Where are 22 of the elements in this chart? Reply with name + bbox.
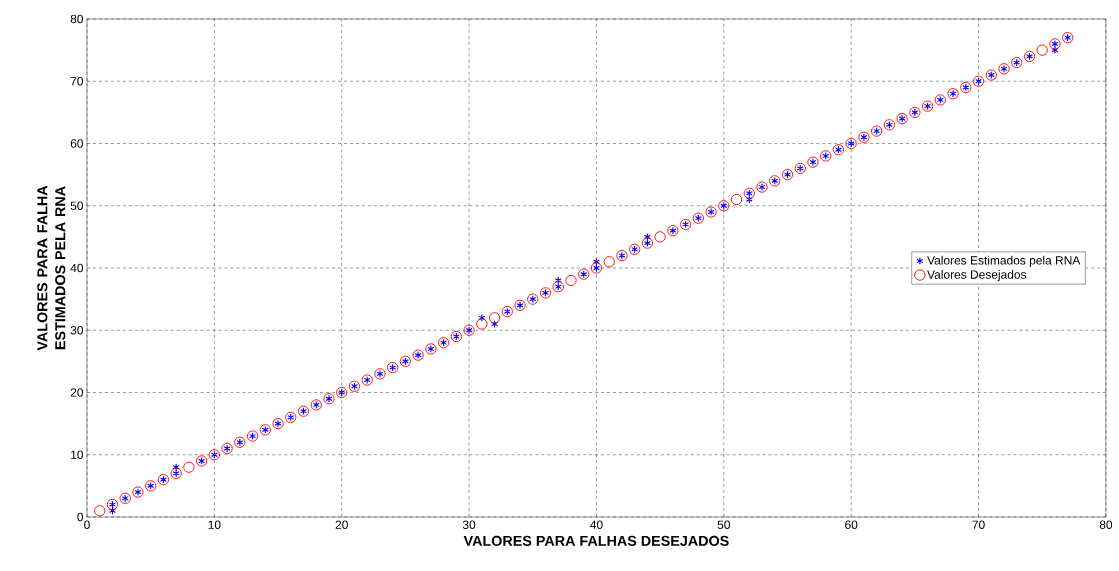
legend-label: Valores Desejados [927,270,1027,282]
x-tick-label: 30 [462,520,476,529]
x-tick-label: 80 [1099,520,1113,529]
y-tick-label: 50 [70,201,84,210]
x-tick-label: 60 [845,520,858,529]
x-tick-label: 20 [335,520,348,529]
x-tick-label: 70 [972,520,985,529]
x-tick-label: 50 [717,520,730,529]
y-axis-title: VALORES PARA FALHA ESTIMADOS PELA RNA [37,185,66,351]
y-tick-label: 30 [70,326,84,335]
y-tick-label: 0 [77,512,84,522]
x-axis-title: VALORES PARA FALHAS DESEJADOS [463,535,729,546]
y-tick-label: 70 [70,77,84,86]
y-tick-label: 20 [70,388,84,397]
x-tick-label: 10 [208,520,221,529]
y-tick-label: 40 [70,263,84,273]
legend-label: Valores Estimados pela RNA [927,255,1081,267]
y-tick-label: 80 [70,14,84,24]
y-tick-label: 10 [71,450,84,459]
x-tick-label: 0 [84,520,90,529]
x-tick-label: 40 [590,520,603,529]
y-tick-label: 60 [70,139,84,148]
